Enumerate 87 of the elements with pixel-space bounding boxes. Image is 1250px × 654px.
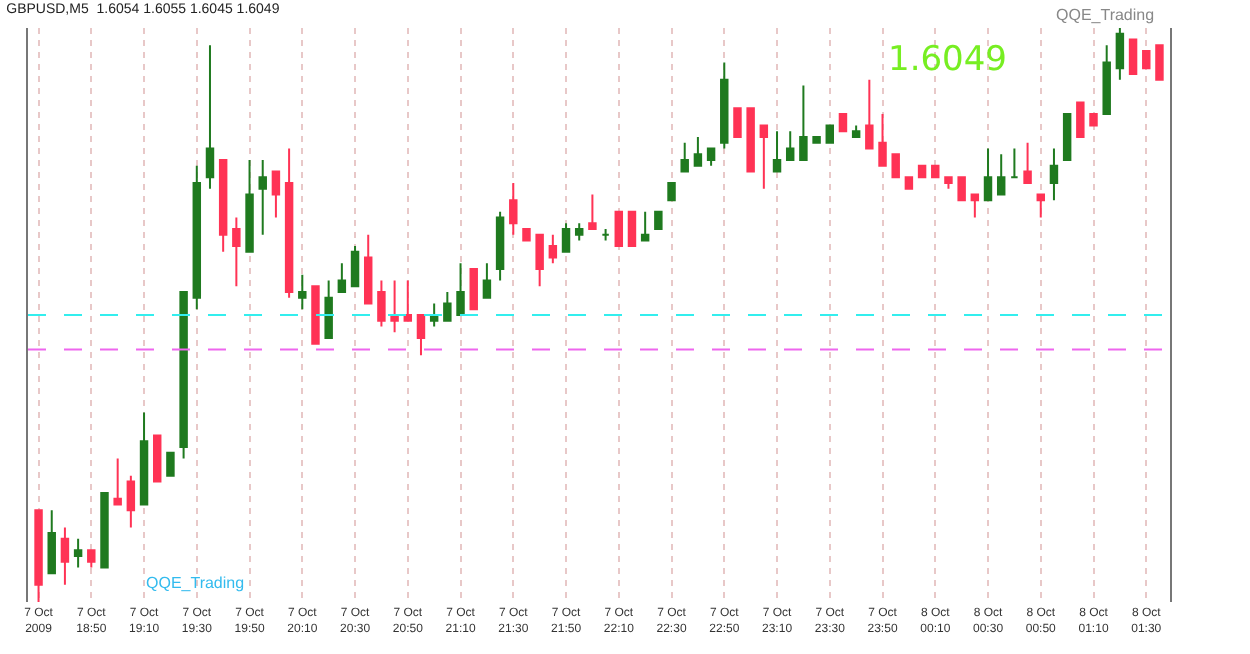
- candlestick: [60, 526, 70, 586]
- candlestick: [601, 227, 610, 242]
- candlestick: [192, 164, 202, 311]
- candlestick: [34, 509, 43, 602]
- candlestick: [469, 268, 478, 311]
- candlestick: [1036, 193, 1045, 219]
- candlestick: [746, 107, 755, 173]
- candlestick: [957, 176, 966, 202]
- candlestick: [785, 130, 795, 162]
- candlestick: [482, 262, 492, 299]
- candlestick: [1115, 28, 1125, 81]
- candlestick: [891, 153, 900, 179]
- candlestick: [1102, 44, 1111, 116]
- candlestick: [851, 124, 861, 139]
- candlestick: [1023, 141, 1032, 184]
- candlestick: [522, 227, 531, 242]
- candlestick: [838, 113, 848, 133]
- candlestick: [100, 491, 109, 569]
- candlestick: [693, 136, 703, 167]
- candlestick: [588, 193, 597, 230]
- candlestick: [1010, 147, 1019, 179]
- candlestick: [996, 153, 1006, 196]
- candlestick: [1089, 113, 1098, 127]
- candlestick: [654, 210, 663, 230]
- candlestick: [548, 233, 558, 265]
- candlestick: [706, 147, 716, 167]
- candlestick: [218, 159, 228, 253]
- candlestick: [139, 411, 149, 506]
- text: QQE_Trading: [1056, 6, 1155, 24]
- candlestick: [1142, 49, 1151, 70]
- candlestick: [416, 314, 426, 357]
- candlestick: [904, 176, 914, 190]
- candlestick: [443, 291, 452, 322]
- candlestick: [772, 130, 782, 173]
- candlestick: [1155, 44, 1164, 81]
- candlestick: [759, 124, 769, 190]
- candlestick: [153, 434, 162, 483]
- candlestick: [311, 285, 320, 345]
- candlestick: [390, 279, 399, 334]
- candlestick: [944, 176, 953, 190]
- candlestick: [364, 233, 373, 305]
- candlestick: [126, 474, 136, 529]
- candlestick: [535, 233, 544, 288]
- candlestick: [1128, 38, 1138, 75]
- candlestick: [495, 210, 505, 282]
- candlestick: [640, 210, 650, 242]
- candlestick: [298, 273, 307, 311]
- candlestick: [258, 159, 267, 236]
- candlestick: [680, 141, 689, 173]
- candlestick: [1076, 101, 1085, 139]
- candlestick: [87, 549, 96, 569]
- candlestick: [865, 78, 874, 150]
- candlestick: [179, 291, 188, 460]
- candlestick: [47, 509, 56, 575]
- candlestick: [245, 159, 254, 253]
- annotation: 1.6049: [888, 40, 1007, 80]
- candlestick: [403, 279, 413, 322]
- candlestick: [931, 164, 940, 179]
- candlestick: [205, 44, 215, 190]
- candlestick: [561, 222, 571, 253]
- candlestick: [970, 193, 980, 219]
- candlestick: [614, 210, 624, 248]
- candlestick: [1049, 147, 1059, 202]
- candlestick: [720, 61, 729, 150]
- candlestick: [284, 147, 294, 299]
- candlestick: [733, 107, 742, 139]
- candlestick: [337, 262, 347, 294]
- candlestick: [456, 262, 465, 316]
- candlestick: [983, 147, 993, 202]
- candlestick: [667, 181, 676, 202]
- candlestick: [113, 457, 122, 506]
- candlestick: [878, 113, 887, 167]
- candlestick: [232, 216, 241, 288]
- candlestick: [509, 181, 518, 236]
- candlestick: [350, 245, 360, 288]
- candlestick: [627, 210, 637, 248]
- candlestick: [73, 537, 83, 569]
- candlestick: [812, 136, 821, 144]
- candlestick: [799, 84, 808, 162]
- candlestick: [377, 279, 386, 328]
- annotation: QQE_Trading: [146, 574, 245, 592]
- candlestick: [271, 170, 281, 219]
- candlestick: [324, 279, 333, 339]
- candlestick: [574, 222, 584, 242]
- candlestick: [1062, 113, 1072, 162]
- candlestick: [825, 124, 834, 144]
- candlestick: [166, 451, 175, 477]
